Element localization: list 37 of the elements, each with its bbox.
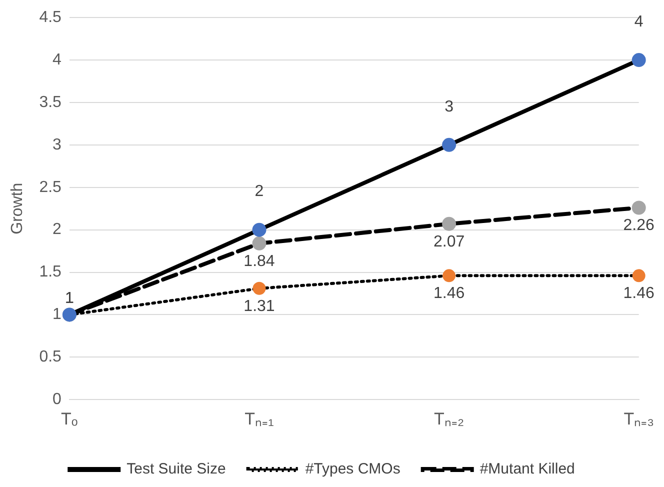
y-tick-label: 0.5: [39, 348, 62, 366]
x-tick-label: Tₙ₌₂: [434, 409, 464, 428]
data-label: 1.46: [623, 285, 655, 302]
point: [442, 138, 456, 152]
point: [252, 222, 266, 237]
point: [252, 282, 266, 295]
data-label: 2.07: [433, 233, 465, 250]
point: [252, 236, 266, 250]
data-label: 1.46: [433, 285, 465, 302]
y-axis-title: Growth: [9, 182, 26, 234]
data-label: 4: [634, 13, 644, 30]
point: [442, 216, 456, 231]
legend-label: Test Suite Size: [126, 460, 226, 478]
y-tick-label: 4.5: [39, 9, 62, 26]
x-tick-label: Tₙ₌₃: [624, 409, 654, 428]
y-tick-label: 2: [52, 221, 62, 238]
x-tick-label: Tₒ: [61, 409, 78, 428]
data-label: 3: [444, 98, 454, 116]
point: [632, 200, 646, 215]
y-tick-label: 0: [52, 391, 62, 408]
y-tick-label: 1.5: [39, 264, 62, 281]
y-tick-label: 3: [52, 136, 62, 154]
x-tick-label: Tₙ₌₁: [244, 409, 274, 428]
legend-label: #Types CMOs: [305, 460, 400, 478]
y-tick-label: 2.5: [39, 178, 62, 196]
point: [632, 53, 646, 68]
y-tick-label: 3.5: [39, 94, 62, 111]
data-label: 1: [64, 290, 74, 308]
y-tick-label: 4: [52, 51, 62, 68]
point: [442, 269, 456, 282]
data-label: 1.84: [244, 252, 275, 270]
legend-label: #Mutant Killed: [480, 460, 575, 478]
data-label: 2: [254, 183, 264, 200]
data-label: 2.26: [623, 217, 655, 234]
y-tick-label: 1: [52, 306, 62, 324]
point: [632, 269, 646, 282]
data-label: 1.31: [244, 298, 275, 315]
